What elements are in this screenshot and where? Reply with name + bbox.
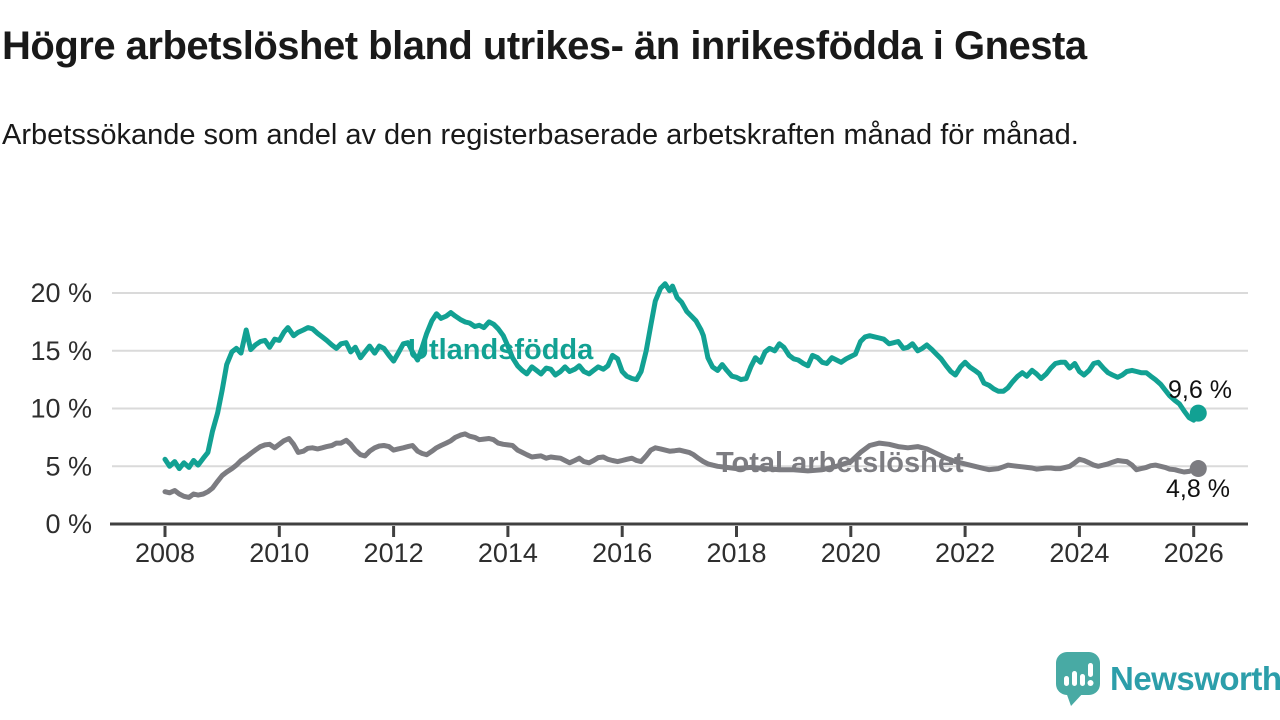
newsworthy-logo-text: Newsworthy <box>1110 659 1280 697</box>
xtick-label-2012: 2012 <box>364 538 424 568</box>
end-dot-utlandsfodda <box>1189 404 1207 422</box>
speech-bubble-chart-icon <box>1056 652 1100 706</box>
xtick-label-2008: 2008 <box>135 538 195 568</box>
xtick-label-2020: 2020 <box>821 538 881 568</box>
xtick-label-2014: 2014 <box>478 538 538 568</box>
series-line-total-arbetsloshet <box>162 431 1201 500</box>
ytick-label-15: 15 % <box>30 336 92 366</box>
xtick-label-2018: 2018 <box>706 538 766 568</box>
xtick-label-2026: 2026 <box>1164 538 1224 568</box>
page-subtitle: Arbetssökande som andel av den registerb… <box>2 119 1079 151</box>
page-title: Högre arbetslöshet bland utrikes- än inr… <box>2 24 1087 68</box>
series-line-utlandsfodda <box>162 281 1201 472</box>
xtick-label-2010: 2010 <box>249 538 309 568</box>
end-value-label-total-arbetsloshet: 4,8 % <box>1166 475 1230 503</box>
series-label-utlandsfodda: Utlandsfödda <box>408 334 594 366</box>
newsworthy-logo: Newsworthy <box>1054 650 1280 707</box>
ytick-label-5: 5 % <box>45 451 92 481</box>
xtick-label-2022: 2022 <box>935 538 995 568</box>
xtick-label-2016: 2016 <box>592 538 652 568</box>
ytick-label-10: 10 % <box>30 394 92 424</box>
xtick-label-2024: 2024 <box>1049 538 1109 568</box>
ytick-label-20: 20 % <box>30 278 92 308</box>
series-label-total-arbetsloshet: Total arbetslöshet <box>716 447 964 479</box>
ytick-label-0: 0 % <box>45 509 92 539</box>
end-dot-total-arbetsloshet <box>1189 460 1207 478</box>
end-value-label-utlandsfodda: 9,6 % <box>1168 376 1232 404</box>
